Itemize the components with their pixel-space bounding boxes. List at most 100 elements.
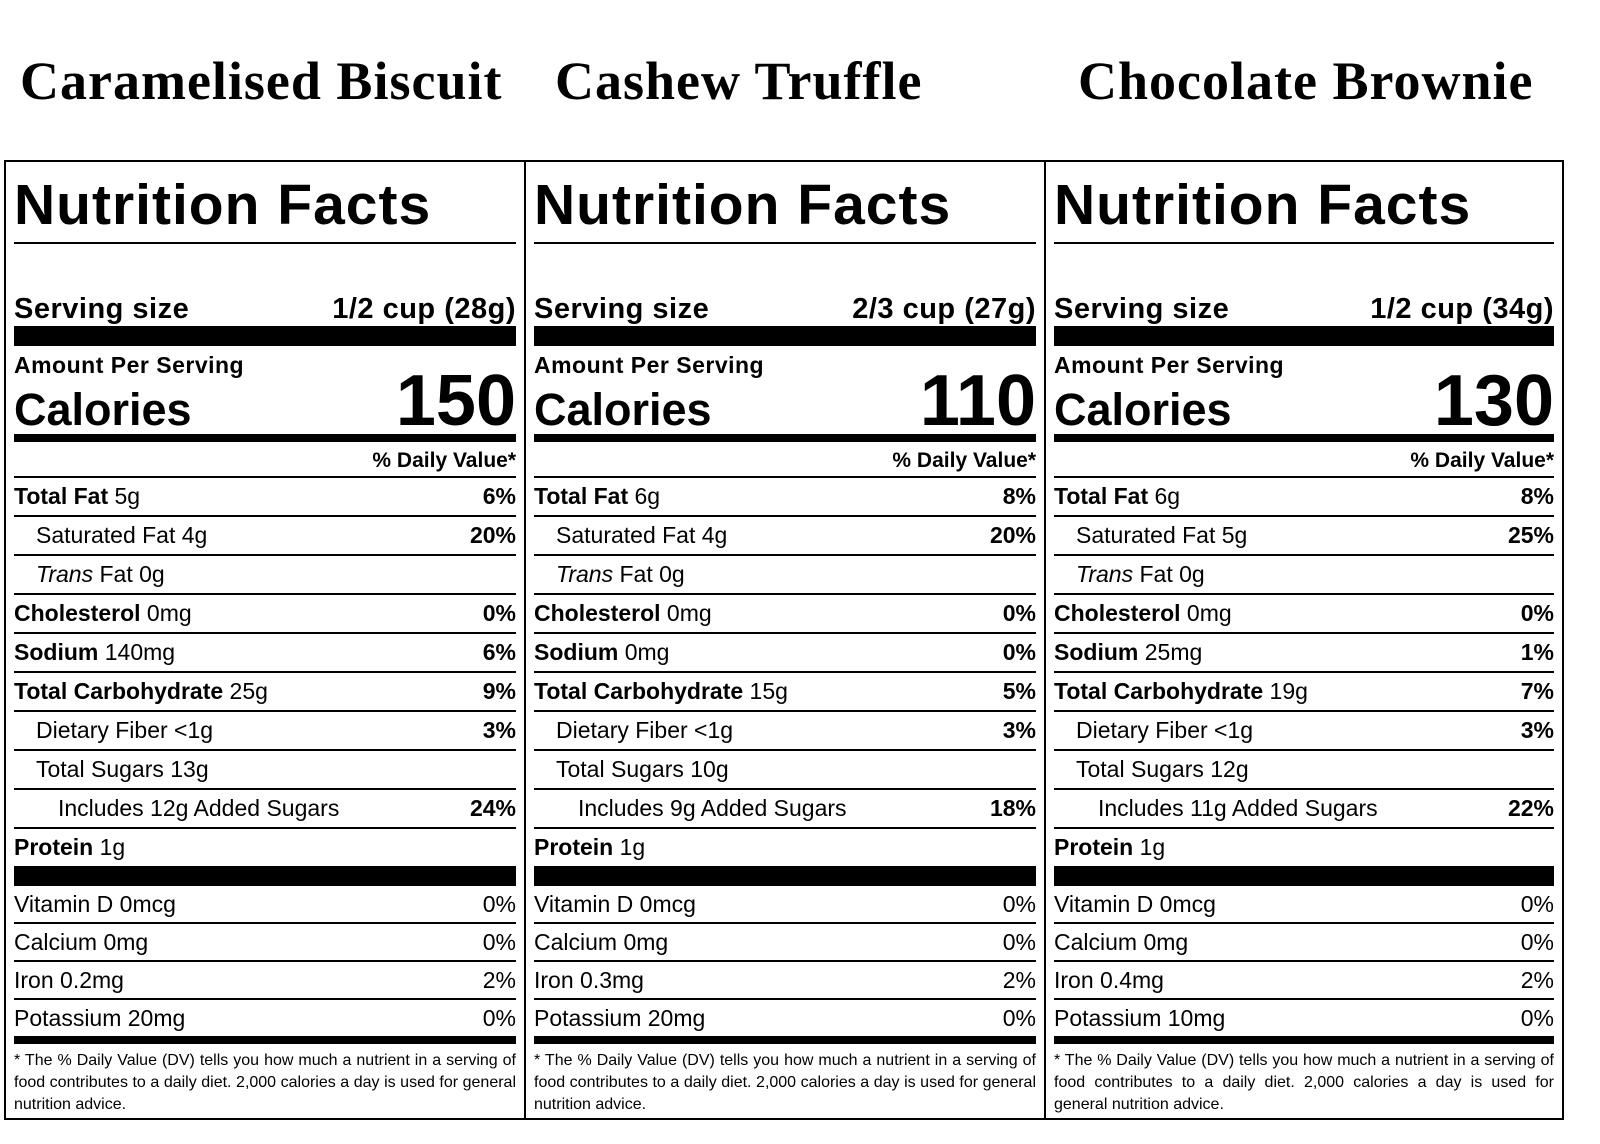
nutrient-name: Total Sugars: [1076, 756, 1204, 782]
daily-value: 8%: [1520, 483, 1554, 509]
nutrient-row: Protein 1g: [14, 829, 516, 866]
amount-label: Amount Per Serving: [14, 352, 245, 378]
daily-value: 7%: [1520, 678, 1554, 704]
nutrient-amount: 6g: [1154, 483, 1181, 509]
nutrient-name: Dietary Fiber: [1076, 717, 1208, 743]
nutrient-row: Total Carbohydrate 25g 9%: [14, 673, 516, 712]
nutrient: Total Fat 6g: [534, 483, 660, 510]
nutrient-row: Dietary Fiber <1g 3%: [14, 712, 516, 751]
nutrient: Cholesterol 0mg: [14, 600, 192, 627]
label-heading: Nutrition Facts: [1054, 168, 1554, 244]
nutrient-row: Includes 11g Added Sugars 22%: [1054, 790, 1554, 829]
vitamin-text: Calcium 0mg: [1054, 928, 1189, 955]
calories-value: 150: [395, 361, 516, 441]
daily-value: 24%: [469, 795, 516, 821]
vitamin-text: Calcium 0mg: [14, 928, 149, 955]
vitamin-dv: 2%: [1002, 966, 1036, 993]
nutrient-row: Total Fat 6g 8%: [534, 478, 1036, 517]
nutrient: Total Sugars 10g: [556, 756, 729, 783]
vitamin-text: Potassium 20mg: [534, 1004, 706, 1031]
vitamin-row: Iron 0.4mg 2%: [1054, 962, 1554, 1000]
vitamin-dv: 0%: [482, 1004, 516, 1031]
nutrient-row: Saturated Fat 4g 20%: [14, 517, 516, 556]
daily-value: 20%: [989, 522, 1036, 548]
nutrient-row: Protein 1g: [534, 829, 1036, 866]
vitamin-text: Vitamin D 0mcg: [14, 890, 176, 917]
calories-row: Calories 130: [1054, 365, 1554, 442]
nutrient: Total Carbohydrate 25g: [14, 678, 268, 705]
nutrient: Protein 1g: [1054, 834, 1165, 861]
nutrient-name: Includes 9g Added Sugars: [578, 795, 847, 821]
nutrient-amount: <1g: [174, 717, 214, 743]
vitamin-text: Vitamin D 0mcg: [534, 890, 696, 917]
nutrient: Sodium 140mg: [14, 639, 175, 666]
calories-label: Calories: [1054, 384, 1232, 435]
daily-value: 0%: [1520, 600, 1554, 626]
nutrient-amount: 0g: [139, 561, 165, 587]
serving-row: Serving size 1/2 cup (34g): [1054, 284, 1554, 346]
vitamin-dv: 0%: [482, 928, 516, 955]
nutrient-name: Cholesterol: [1054, 600, 1181, 626]
nutrient-name: Total Carbohydrate: [534, 678, 744, 704]
nutrient-amount: 19g: [1269, 678, 1308, 704]
nutrient-amount: 1g: [99, 834, 126, 860]
nutrient-name: Saturated Fat: [556, 522, 696, 548]
serving-size: 1/2 cup (28g): [332, 293, 516, 325]
nutrient-name: Sodium: [14, 639, 99, 665]
nutrient-name: Protein: [14, 834, 94, 860]
vitamin-dv: 2%: [482, 966, 516, 993]
vitamin-row: Iron 0.3mg 2%: [534, 962, 1036, 1000]
dv-header: % Daily Value*: [14, 442, 516, 478]
product-title: Cashew Truffle: [555, 51, 923, 111]
vitamin-row: Potassium 10mg 0%: [1054, 1000, 1554, 1044]
nutrient-row: Dietary Fiber <1g 3%: [534, 712, 1036, 751]
dv-header: % Daily Value*: [1054, 442, 1554, 478]
nutrient-name: Sodium: [1054, 639, 1139, 665]
serving-size: 2/3 cup (27g): [852, 293, 1036, 325]
nutrient-amount: <1g: [1214, 717, 1254, 743]
footnote: * The % Daily Value (DV) tells you how m…: [1054, 1052, 1554, 1113]
nutrient: Saturated Fat 5g: [1076, 522, 1247, 549]
serving-row: Serving size 1/2 cup (28g): [14, 284, 516, 346]
nutrient-amount: 1g: [1139, 834, 1166, 860]
nutrient-row: Sodium 25mg 1%: [1054, 634, 1554, 673]
vitamin-dv: 0%: [1520, 890, 1554, 917]
nutrient: Saturated Fat 4g: [556, 522, 727, 549]
nutrient-amount: 25mg: [1144, 639, 1203, 665]
vitamin-text: Iron 0.3mg: [534, 966, 644, 993]
vitamin-row: Potassium 20mg 0%: [534, 1000, 1036, 1044]
nutrient-name: Sodium: [534, 639, 619, 665]
calories-value: 110: [919, 361, 1036, 441]
vitamin-row: Calcium 0mg 0%: [534, 924, 1036, 962]
nutrient-name: Cholesterol: [14, 600, 141, 626]
nutrient: Trans Fat 0g: [1076, 561, 1205, 588]
nutrient: Cholesterol 0mg: [534, 600, 712, 627]
calories-row: Calories 110: [534, 365, 1036, 442]
nutrient-name: Includes 11g Added Sugars: [1098, 795, 1378, 821]
vitamin-dv: 0%: [1002, 890, 1036, 917]
nutrient: Total Sugars 12g: [1076, 756, 1249, 783]
nutrient-amount: 13g: [170, 756, 209, 782]
nutrient: Sodium 0mg: [534, 639, 669, 666]
nutrient-amount: 5g: [114, 483, 141, 509]
nutrition-label: Nutrition Facts Serving size 1/2 cup (28g)…: [4, 160, 524, 1120]
vitamin-row: Vitamin D 0mcg 0%: [14, 886, 516, 924]
nutrient-name-italic: Trans: [556, 561, 614, 587]
daily-value: 8%: [1002, 483, 1036, 509]
vitamin-text: Potassium 10mg: [1054, 1004, 1226, 1031]
label-heading: Nutrition Facts: [14, 168, 516, 244]
product-title: Chocolate Brownie: [1078, 51, 1534, 111]
vitamin-text: Iron 0.4mg: [1054, 966, 1164, 993]
nutrient: Dietary Fiber <1g: [1076, 717, 1253, 744]
nutrient-row: Includes 12g Added Sugars 24%: [14, 790, 516, 829]
nutrient-amount: 5g: [1221, 522, 1248, 548]
nutrient: Cholesterol 0mg: [1054, 600, 1232, 627]
nutrient-row: Total Sugars 12g: [1054, 751, 1554, 790]
nutrient-name-italic: Trans: [36, 561, 94, 587]
dv-header: % Daily Value*: [534, 442, 1036, 478]
nutrient-row: Total Carbohydrate 19g 7%: [1054, 673, 1554, 712]
nutrient: Sodium 25mg: [1054, 639, 1202, 666]
vitamin-row: Vitamin D 0mcg 0%: [534, 886, 1036, 924]
nutrient-amount: 10g: [690, 756, 729, 782]
vitamin-dv: 0%: [482, 890, 516, 917]
